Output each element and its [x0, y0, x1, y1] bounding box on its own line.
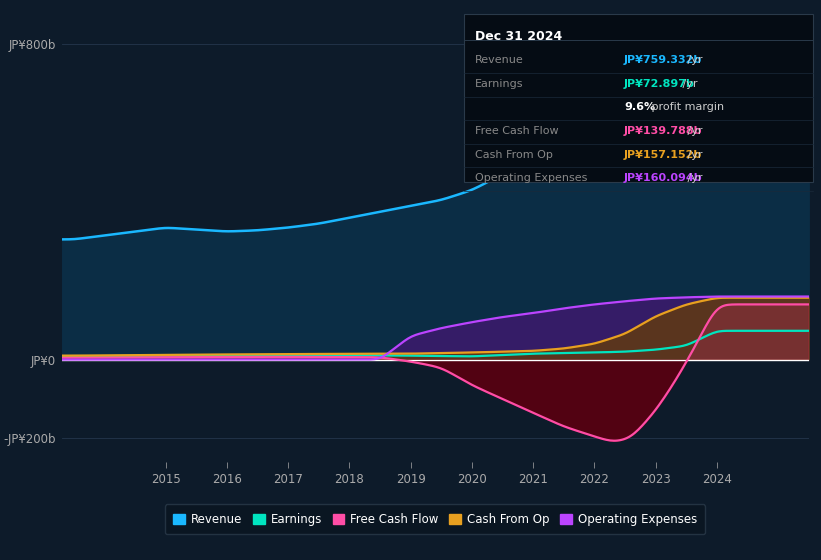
Text: Operating Expenses: Operating Expenses	[475, 173, 587, 183]
Text: Free Cash Flow: Free Cash Flow	[475, 126, 558, 136]
Text: JP¥160.094b: JP¥160.094b	[624, 173, 703, 183]
Text: JP¥157.152b: JP¥157.152b	[624, 150, 702, 160]
Text: JP¥759.332b: JP¥759.332b	[624, 55, 702, 66]
Text: /yr: /yr	[684, 55, 703, 66]
Text: Dec 31 2024: Dec 31 2024	[475, 30, 562, 43]
Text: /yr: /yr	[684, 173, 703, 183]
Text: 9.6%: 9.6%	[624, 102, 655, 113]
Text: Revenue: Revenue	[475, 55, 523, 66]
Legend: Revenue, Earnings, Free Cash Flow, Cash From Op, Operating Expenses: Revenue, Earnings, Free Cash Flow, Cash …	[165, 505, 705, 534]
Text: JP¥139.788b: JP¥139.788b	[624, 126, 703, 136]
Text: profit margin: profit margin	[649, 102, 725, 113]
Text: JP¥72.897b: JP¥72.897b	[624, 79, 695, 89]
Text: /yr: /yr	[684, 150, 703, 160]
Text: Earnings: Earnings	[475, 79, 523, 89]
Text: Cash From Op: Cash From Op	[475, 150, 553, 160]
Text: /yr: /yr	[684, 126, 703, 136]
Text: /yr: /yr	[679, 79, 698, 89]
